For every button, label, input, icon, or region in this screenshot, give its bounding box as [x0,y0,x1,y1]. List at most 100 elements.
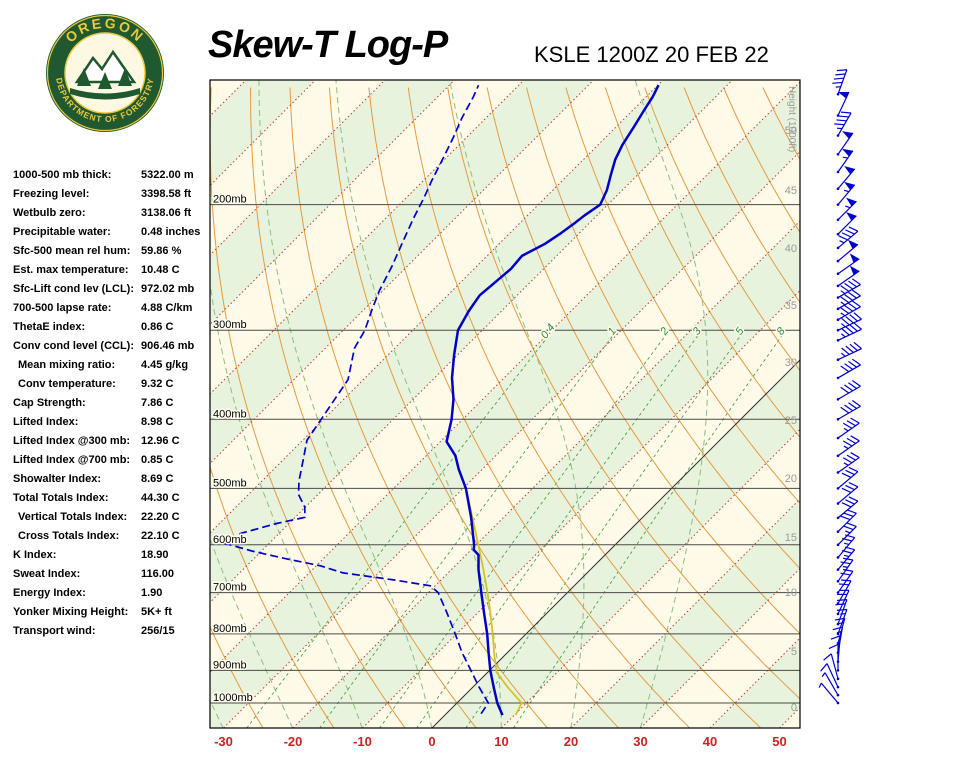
index-row: Lifted Index @700 mb: 0.85 C [13,451,218,470]
index-label: Sweat Index: [13,568,81,580]
temp-axis-label: 20 [564,734,578,749]
index-value: 7.86 C [141,397,174,409]
index-label: Vertical Totals Index: [18,511,128,523]
logo-gold-ring [46,14,164,132]
pressure-label: 1000mb [213,692,253,704]
index-row: Cross Totals Index: 22.10 C [13,527,218,546]
height-label: 5 [791,646,797,658]
height-label: 10 [785,587,797,599]
index-row: ThetaE index: 0.86 C [13,318,218,337]
wind-barb [836,496,859,520]
height-label: 30 [785,357,797,369]
index-label: Wetbulb zero: [13,207,86,219]
index-row: Precipitable water: 0.48 inches [13,223,218,242]
pressure-lines-layer [210,204,800,704]
page-title: Skew-T Log-P [208,24,448,66]
index-label: Sfc-Lift cond lev (LCL): [13,283,134,295]
index-value: 18.90 [141,549,169,561]
index-label: Sfc-500 mean rel hum: [13,245,131,257]
wind-barb [836,253,860,276]
index-label: Lifted Index @700 mb: [13,454,131,466]
height-label: 45 [785,185,797,197]
wind-barb [836,417,860,440]
index-row: Sfc-Lift cond lev (LCL): 972.02 mb [13,280,218,299]
wind-barb [836,341,862,362]
wind-barb [836,435,860,458]
wind-barb [834,111,852,137]
mixing-ratio-layer [246,335,783,728]
index-row: Total Totals Index: 44.30 C [13,489,218,508]
temp-axis-label: -10 [353,734,372,749]
index-label: Lifted Index @300 mb: [13,435,131,447]
index-value: 0.86 C [141,321,174,333]
temp-axis-label: 0 [428,734,435,749]
index-label: Showalter Index: [13,473,102,485]
wind-barb [836,358,861,380]
wind-barb [836,165,856,191]
wind-barb [836,608,848,636]
wind-barb [836,148,854,174]
odf-logo: OREGON DEPARTMENT OF FORESTRY [44,12,166,134]
dewpoint-trace [222,84,490,715]
index-label: Cross Totals Index: [18,530,120,542]
temperature-trace [445,84,660,716]
index-row: Sweat Index: 116.00 [13,565,218,584]
index-row: Vertical Totals Index: 22.20 C [13,508,218,527]
wind-barb [836,239,859,263]
isotherms-layer [210,80,800,728]
wind-barb [836,300,861,321]
index-value: 4.45 g/kg [141,359,189,371]
index-row: Freezing level: 3398.58 ft [13,185,218,204]
wind-barb [836,278,861,299]
index-label: K Index: [13,549,57,561]
index-value: 256/15 [141,625,175,637]
index-label: ThetaE index: [13,321,86,333]
index-row: 700-500 lapse rate: 4.88 C/km [13,299,218,318]
index-label: Transport wind: [13,625,96,637]
temp-axis-label: -30 [214,734,233,749]
temp-axis-label: 30 [633,734,647,749]
index-label: Est. max temperature: [13,264,129,276]
index-value: 906.46 mb [141,340,195,352]
temp-axis-label: 40 [703,734,717,749]
indices-panel: 1000-500 mb thick: 5322.00 m Freezing leve… [13,166,218,641]
wind-barbs-layer [818,69,862,705]
wind-barb [836,557,854,583]
temp-axis: -30 -20 -10 0 10 20 30 40 50 [214,734,787,749]
index-row: Wetbulb zero: 3138.06 ft [13,204,218,223]
height-label: 40 [785,243,797,255]
wind-barb [836,522,857,547]
station-datetime: KSLE 1200Z 20 FEB 22 [534,42,769,67]
index-label: Lifted Index: [13,416,79,428]
wind-barb [836,400,861,421]
logo-tree-icon [118,68,132,86]
height-label: 20 [785,473,797,485]
index-label: Precipitable water: [13,226,111,238]
pressure-label: 300mb [213,319,247,331]
wind-barb [836,91,850,117]
index-value: 972.02 mb [141,283,195,295]
index-row: Conv cond level (CCL): 906.46 mb [13,337,218,356]
index-row: Yonker Mixing Height: 5K+ ft [13,603,218,622]
pressure-label: 400mb [213,408,247,420]
index-value: 10.48 C [141,264,180,276]
plot-frame [209,79,801,729]
index-label: Freezing level: [13,188,90,200]
index-value: 3138.06 ft [141,207,192,219]
logo-tree-icon [77,68,91,86]
index-value: 116.00 [141,568,175,580]
wind-barb [836,509,857,533]
index-label: Yonker Mixing Height: [13,606,129,618]
index-label: Conv cond level (CCL): [13,340,135,352]
wind-barb [836,546,856,571]
wind-barb [836,181,856,206]
index-value: 22.10 C [141,530,180,542]
wind-barb [836,568,854,594]
index-label: Mean mixing ratio: [18,359,116,371]
pressure-label: 500mb [213,477,247,489]
wind-barb [836,452,860,474]
index-row: Lifted Index: 8.98 C [13,413,218,432]
index-row: 1000-500 mb thick: 5322.00 m [13,166,218,185]
index-value: 3398.58 ft [141,188,192,200]
